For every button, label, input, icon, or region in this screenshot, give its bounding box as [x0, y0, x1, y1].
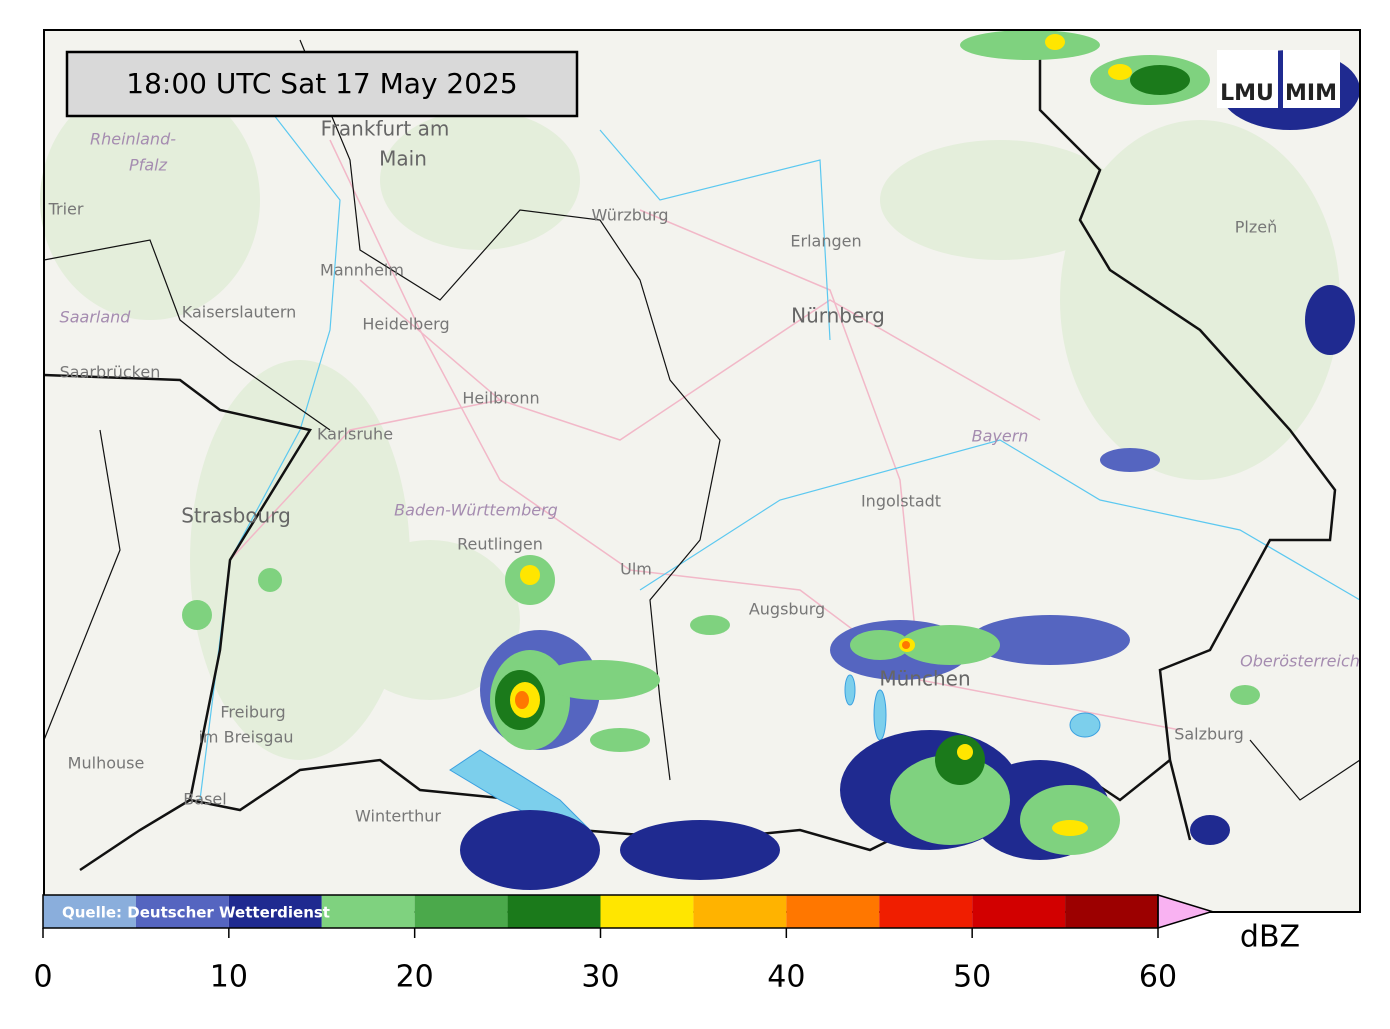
colorbar-bin — [135, 895, 229, 928]
colorbar-bin — [507, 895, 601, 928]
colorbar-bin — [786, 895, 880, 928]
colorbar-bin — [1065, 895, 1158, 928]
place-label: Trier — [48, 200, 84, 219]
logo: MIM — [1285, 81, 1337, 106]
place-label: Reutlingen — [457, 535, 543, 554]
place-label: Frankfurt am — [321, 117, 450, 141]
logo-box — [1283, 50, 1340, 108]
logo-box — [1217, 50, 1278, 108]
terrain — [40, 80, 1340, 760]
colorbar-bin — [600, 895, 694, 928]
place-label: Winterthur — [355, 807, 441, 826]
colorbar-tick-label: 0 — [33, 960, 52, 995]
colorbar-tick-label: 10 — [210, 960, 248, 995]
colorbar-label: dBZ — [1240, 920, 1300, 955]
place-label: Baden-Württemberg — [394, 501, 558, 520]
place-label: Karlsruhe — [317, 425, 393, 444]
place-label: Main — [379, 147, 427, 171]
timestamp-box — [65, 50, 579, 118]
colorbar-tick-label: 50 — [953, 960, 991, 995]
place-label: Würzburg — [591, 206, 668, 225]
place-label: Nürnberg — [791, 304, 885, 328]
colorbar-bin — [228, 895, 322, 928]
place-label: Erlangen — [790, 232, 861, 251]
place-label: Ingolstadt — [861, 492, 941, 511]
place-label: Salzburg — [1174, 725, 1244, 744]
place-label: Pfalz — [129, 156, 168, 175]
place-label: München — [879, 667, 970, 691]
colorbar: Quelle: Deutscher Wetterdienst 0 10 20 30 40 5… — [33, 893, 1300, 995]
logo: LMU — [1220, 81, 1274, 106]
lakes — [449, 674, 1101, 831]
place-label: im Breisgau — [198, 728, 293, 747]
place-label: Oberösterreich — [1240, 652, 1360, 671]
colorbar-tick-label: 60 — [1139, 960, 1177, 995]
colorbar-tick-label: 20 — [396, 960, 434, 995]
colorbar-bin — [43, 895, 136, 928]
colorbar-tick-label: 40 — [767, 960, 805, 995]
roads — [229, 139, 1181, 731]
colorbar-bin — [414, 895, 508, 928]
place-label: Strasbourg — [181, 504, 291, 528]
timestamp: 18:00 UTC Sat 17 May 2025 — [126, 67, 517, 100]
place-label: Augsburg — [749, 600, 825, 619]
place-label: Heilbronn — [462, 389, 539, 408]
colorbar-bin — [972, 895, 1066, 928]
colorbar-source: Quelle: Deutscher Wetterdienst — [62, 904, 330, 922]
place-label: Saarbrücken — [60, 363, 161, 382]
place-label: Mulhouse — [68, 754, 145, 773]
colorbar-bin — [693, 895, 787, 928]
place-label: Ulm — [620, 560, 652, 579]
colorbar-tick-label: 30 — [581, 960, 619, 995]
place-label: Kaiserslautern — [182, 303, 297, 322]
colorbar-bin — [321, 895, 415, 928]
place-label: Rheinland- — [90, 130, 176, 149]
place-labels: Frankfurt am Main Würzburg Erlangen Nürnberg… — [48, 117, 1360, 826]
place-label: Mannheim — [320, 261, 404, 280]
place-label: Bayern — [972, 427, 1029, 446]
place-label: Heidelberg — [362, 315, 449, 334]
colorbar-bin — [879, 895, 973, 928]
place-label: Freiburg — [220, 703, 285, 722]
place-label: Basel — [183, 790, 226, 809]
place-label: Plzeň — [1235, 218, 1277, 237]
place-label: Saarland — [60, 308, 132, 327]
state-borders — [43, 39, 1361, 801]
